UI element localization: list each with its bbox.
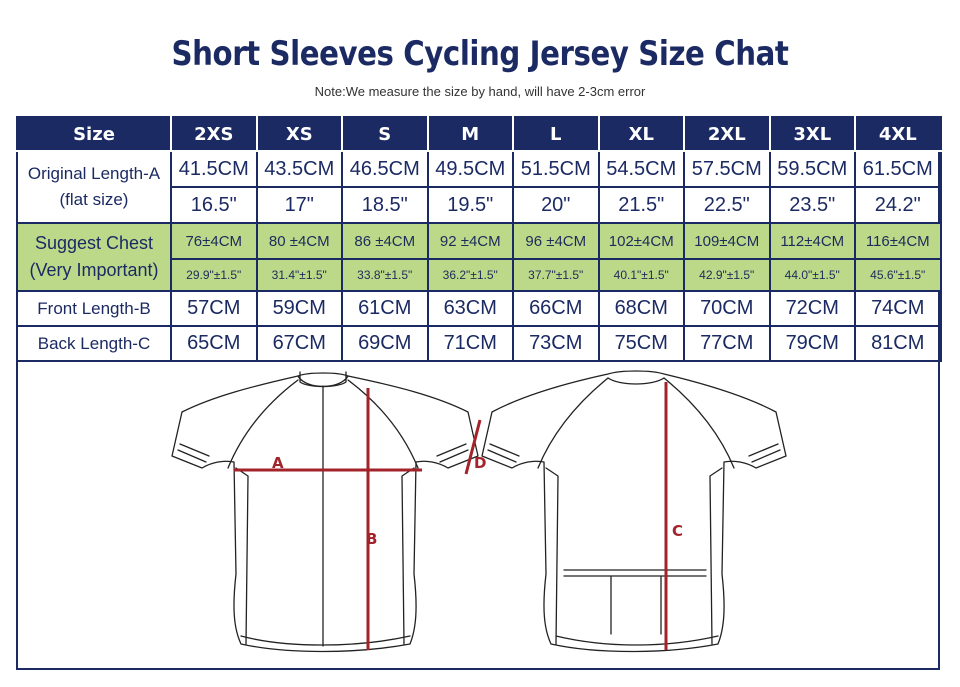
- table-cell: 42.9"±1.5": [683, 258, 771, 292]
- table-cell: 69CM: [341, 325, 429, 362]
- header-size: 4XL: [854, 116, 942, 152]
- table-cell: 24.2": [854, 186, 942, 224]
- back-length-label: Back Length-C: [16, 325, 172, 362]
- table-cell: 70CM: [683, 290, 771, 327]
- back-jersey: [481, 370, 787, 653]
- table-cell: 43.5CM: [255, 150, 343, 188]
- table-cell: 22.5": [683, 186, 771, 224]
- back-length-row: Back Length-C 65CM 67CM 69CM 71CM 73CM 7…: [16, 325, 942, 362]
- table-cell: 44.0"±1.5": [768, 258, 856, 292]
- header-size: XL: [597, 116, 685, 152]
- page-title: Short Sleeves Cycling Jersey Size Chat: [171, 34, 789, 74]
- table-cell: 57CM: [170, 290, 258, 327]
- original-length-in-row: 16.5" 17" 18.5" 19.5" 20" 21.5" 22.5" 23…: [17, 186, 942, 224]
- header-size: L: [512, 116, 600, 152]
- label-d: D: [474, 454, 486, 472]
- table-cell: 112±4CM: [768, 222, 856, 260]
- table-cell: 45.6"±1.5": [854, 258, 942, 292]
- table-cell: 66CM: [512, 290, 600, 327]
- table-cell: 29.9"±1.5": [170, 258, 258, 292]
- table-cell: 80 ±4CM: [255, 222, 343, 260]
- header-size-label: Size: [16, 116, 172, 152]
- table-cell: 17": [255, 186, 343, 224]
- chest-cm-row: Suggest Chest (Very Important) 76±4CM 80…: [16, 222, 942, 292]
- table-cell: 21.5": [597, 186, 685, 224]
- table-cell: 23.5": [768, 186, 856, 224]
- chest-in-row: 29.9"±1.5" 31.4"±1.5" 33.8"±1.5" 36.2"±1…: [17, 258, 942, 292]
- table-cell: 116±4CM: [854, 222, 942, 260]
- table-cell: 36.2"±1.5": [426, 258, 514, 292]
- table-cell: 33.8"±1.5": [341, 258, 429, 292]
- header-size: XS: [255, 116, 343, 152]
- front-length-label: Front Length-B: [16, 290, 172, 327]
- table-cell: 31.4"±1.5": [255, 258, 343, 292]
- table-cell: 51.5CM: [512, 150, 600, 188]
- header-size: 2XS: [170, 116, 258, 152]
- front-jersey: [171, 371, 479, 653]
- label-b: B: [366, 530, 377, 548]
- table-cell: 81CM: [854, 325, 942, 362]
- table-cell: 18.5": [341, 186, 429, 224]
- table-cell: 59.5CM: [768, 150, 856, 188]
- header-row: Size 2XS XS S M L XL 2XL 3XL 4XL: [16, 116, 942, 152]
- table-cell: 54.5CM: [597, 150, 685, 188]
- chest-label-line2: (Very Important): [29, 260, 159, 280]
- table-cell: 63CM: [426, 290, 514, 327]
- table-cell: 40.1"±1.5": [597, 258, 685, 292]
- table-cell: 65CM: [170, 325, 258, 362]
- table-cell: 79CM: [768, 325, 856, 362]
- size-table: Size 2XS XS S M L XL 2XL 3XL 4XL Origina…: [16, 116, 942, 362]
- table-cell: 71CM: [426, 325, 514, 362]
- original-length-label-line2: (flat size): [59, 190, 129, 209]
- header-size: 3XL: [768, 116, 856, 152]
- header-size: M: [426, 116, 514, 152]
- table-cell: 41.5CM: [170, 150, 258, 188]
- table-cell: 86 ±4CM: [341, 222, 429, 260]
- chest-label: Suggest Chest (Very Important): [16, 222, 172, 292]
- table-cell: 61.5CM: [854, 150, 942, 188]
- front-length-row: Front Length-B 57CM 59CM 61CM 63CM 66CM …: [16, 290, 942, 327]
- original-length-label: Original Length-A (flat size): [16, 150, 172, 224]
- table-cell: 68CM: [597, 290, 685, 327]
- table-cell: 16.5": [170, 186, 258, 224]
- table-cell: 109±4CM: [683, 222, 771, 260]
- table-cell: 96 ±4CM: [512, 222, 600, 260]
- table-cell: 19.5": [426, 186, 514, 224]
- table-cell: 77CM: [683, 325, 771, 362]
- table-cell: 72CM: [768, 290, 856, 327]
- original-length-label-line1: Original Length-A: [27, 164, 161, 183]
- table-cell: 46.5CM: [341, 150, 429, 188]
- measure-line-d: [464, 419, 482, 475]
- table-cell: 67CM: [255, 325, 343, 362]
- header-size: 2XL: [683, 116, 771, 152]
- table-cell: 57.5CM: [683, 150, 771, 188]
- header-size: S: [341, 116, 429, 152]
- table-cell: 73CM: [512, 325, 600, 362]
- table-cell: 92 ±4CM: [426, 222, 514, 260]
- table-cell: 37.7"±1.5": [512, 258, 600, 292]
- label-a: A: [272, 454, 284, 472]
- table-cell: 49.5CM: [426, 150, 514, 188]
- original-length-cm-row: Original Length-A (flat size) 41.5CM 43.…: [16, 150, 942, 224]
- table-cell: 59CM: [255, 290, 343, 327]
- table-cell: 75CM: [597, 325, 685, 362]
- jersey-diagram: A B C D: [171, 370, 787, 653]
- table-cell: 74CM: [854, 290, 942, 327]
- table-cell: 61CM: [341, 290, 429, 327]
- table-cell: 76±4CM: [170, 222, 258, 260]
- chest-label-line1: Suggest Chest: [34, 233, 154, 253]
- table-cell: 20": [512, 186, 600, 224]
- measurement-note: Note:We measure the size by hand, will h…: [314, 84, 646, 99]
- label-c: C: [672, 522, 683, 540]
- table-cell: 102±4CM: [597, 222, 685, 260]
